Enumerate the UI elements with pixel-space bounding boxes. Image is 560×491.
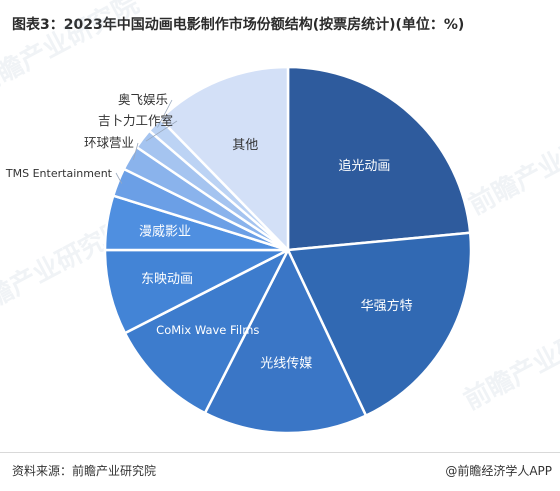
footer: 资料来源：前瞻产业研究院 @前瞻经济学人APP <box>0 452 560 491</box>
leader-lines <box>115 99 178 184</box>
leader-line <box>157 99 173 128</box>
slice-label-outside: 吉卜力工作室 <box>98 113 173 128</box>
watermark-text: 前瞻产业研究院 <box>464 108 560 221</box>
slice-label-outside: TMS Entertainment <box>5 167 113 180</box>
pie-chart: 前瞻产业研究院前瞻产业研究院前瞻产业研究院前瞻产业研究院前瞻产业研究院前瞻产业研… <box>0 0 560 435</box>
slice-label: 其他 <box>232 138 258 153</box>
slice-label: 东映动画 <box>141 272 193 287</box>
slice-label: CoMix Wave Films <box>156 323 259 337</box>
pie-slice-item-10 <box>158 65 290 252</box>
pie-slice-item-2 <box>203 248 368 435</box>
pie-slice-comix-wave-films <box>123 248 290 415</box>
app-credit: @前瞻经济学人APP <box>445 464 552 478</box>
pie-slice-item-1 <box>286 231 473 417</box>
slice-label-outside: 环球营业 <box>84 135 134 150</box>
pie-slice-item-0 <box>286 65 472 252</box>
slice-label-outside: 奥飞娱乐 <box>118 92 168 107</box>
pie-slices <box>103 65 473 435</box>
chart-title: 图表3：2023年中国动画电影制作市场份额结构(按票房统计)(单位：%) <box>12 17 465 33</box>
watermark-text: 前瞻产业研究院 <box>459 303 560 416</box>
slice-label: 光线传媒 <box>260 356 312 371</box>
leader-line <box>115 172 123 184</box>
slice-label: 追光动画 <box>338 158 390 174</box>
slice-label: 漫威影业 <box>139 224 191 239</box>
source-note: 资料来源：前瞻产业研究院 <box>12 464 157 478</box>
leader-line <box>133 142 139 161</box>
watermark-text: 前瞻产业研究院 <box>0 0 144 101</box>
leader-line <box>145 120 178 142</box>
slice-label: 华强方特 <box>361 298 413 314</box>
